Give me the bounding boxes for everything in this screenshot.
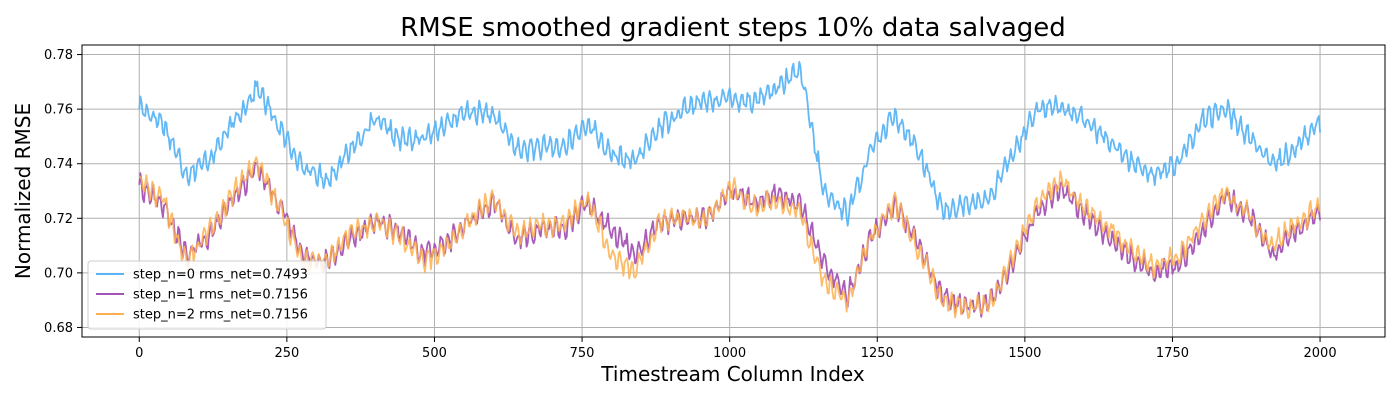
x-tick-label: 1750 [1156,346,1189,361]
x-tick-label: 1500 [1008,346,1041,361]
y-tick-label: 0.76 [44,103,73,118]
series-line-step-2 [138,156,1321,320]
legend-label: step_n=0 rms_net=0.7493 [133,268,308,283]
x-tick-label: 1250 [861,346,894,361]
y-tick-label: 0.72 [44,212,73,227]
y-axis-ticks: 0.68 0.70 0.72 0.74 0.76 0.78 [44,48,82,336]
legend-box [87,260,327,330]
y-tick-label: 0.78 [44,48,73,63]
series-lines [138,60,1321,320]
x-axis-ticks: 0 250 500 750 1000 1250 1500 1750 2000 [135,337,1337,361]
legend: step_n=0 rms_net=0.7493 step_n=1 rms_net=… [87,260,327,330]
legend-label: step_n=2 rms_net=0.7156 [133,308,308,323]
y-tick-label: 0.74 [44,157,73,172]
x-tick-label: 250 [274,346,299,361]
series-line-step-0 [138,60,1321,227]
x-tick-label: 1000 [713,346,746,361]
x-tick-label: 2000 [1304,346,1337,361]
chart-title: RMSE smoothed gradient steps 10% data sa… [400,13,1066,43]
y-tick-label: 0.70 [44,266,73,281]
plot-frame [81,44,1386,338]
x-tick-label: 500 [422,346,447,361]
x-axis-label: Timestream Column Index [600,362,865,386]
x-tick-label: 0 [135,346,143,361]
y-tick-label: 0.68 [44,321,73,336]
x-tick-label: 750 [570,346,595,361]
y-axis-label: Normalized RMSE [11,103,35,279]
legend-label: step_n=1 rms_net=0.7156 [133,288,308,303]
